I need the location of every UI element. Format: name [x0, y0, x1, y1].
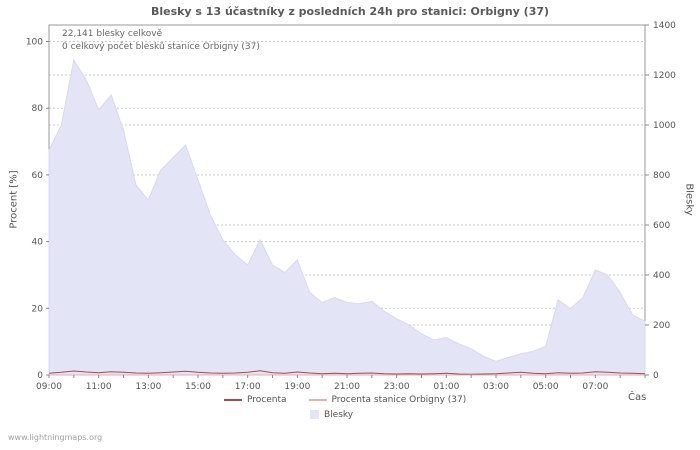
left-tick-label: 40 [32, 238, 44, 248]
legend-label-blesky: Blesky [324, 409, 354, 420]
legend-label-procenta: Procenta [247, 394, 287, 405]
legend-label-procenta-stanice: Procenta stanice Orbigny (37) [331, 394, 467, 405]
blesky-area-swatch-icon [310, 410, 319, 419]
right-tick-label: 600 [653, 221, 670, 231]
annotation-station-strikes: 0 celkový počet blesků stanice Orbigny (… [62, 42, 260, 52]
x-tick-label: 11:00 [86, 382, 112, 392]
legend: Procenta Procenta stanice Orbigny (37) B… [224, 393, 488, 421]
procenta-stanice-line-swatch-icon [308, 398, 327, 401]
x-tick-label: 19:00 [284, 382, 310, 392]
x-tick-label: 13:00 [135, 382, 161, 392]
x-axis-title: Čas [628, 392, 647, 403]
series-area-blesky [48, 58, 646, 376]
legend-row-1: Procenta Procenta stanice Orbigny (37) [224, 393, 488, 406]
right-tick-label: 1000 [653, 121, 676, 131]
watermark-url: www.lightningmaps.org [8, 433, 103, 442]
left-tick-label: 60 [32, 171, 44, 181]
x-tick-label: 01:00 [433, 382, 459, 392]
procenta-line-swatch-icon [224, 398, 242, 401]
right-tick-label: 800 [653, 171, 670, 181]
left-tick-label: 100 [26, 38, 43, 48]
left-tick-label: 20 [32, 304, 44, 314]
legend-item-procenta: Procenta [224, 395, 287, 405]
x-tick-label: 17:00 [235, 382, 261, 392]
right-tick-label: 200 [653, 321, 670, 331]
right-axis-title: Blesky [683, 183, 695, 216]
right-tick-label: 400 [653, 271, 670, 281]
right-tick-label: 1400 [653, 21, 676, 31]
series-line-procenta [48, 370, 646, 375]
legend-item-procenta-stanice: Procenta stanice Orbigny (37) [308, 394, 467, 405]
x-tick-label: 05:00 [533, 382, 559, 392]
right-tick-label: 0 [653, 371, 659, 381]
legend-row-2: Blesky [310, 408, 488, 421]
x-tick-label: 15:00 [185, 382, 211, 392]
x-tick-label: 03:00 [483, 382, 509, 392]
legend-item-blesky: Blesky [310, 410, 353, 420]
chart-title: Blesky s 13 účastníky z posledních 24h p… [150, 5, 550, 18]
annotation-total-strikes: 22,141 blesky celkově [62, 29, 163, 39]
x-tick-label: 07:00 [582, 382, 608, 392]
right-tick-label: 1200 [653, 71, 676, 81]
left-tick-label: 80 [32, 104, 44, 114]
x-tick-label: 21:00 [334, 382, 360, 392]
left-axis-title: Procent [%] [8, 170, 20, 229]
left-tick-label: 0 [37, 371, 43, 381]
x-tick-label: 23:00 [384, 382, 410, 392]
x-tick-label: 09:00 [36, 382, 62, 392]
